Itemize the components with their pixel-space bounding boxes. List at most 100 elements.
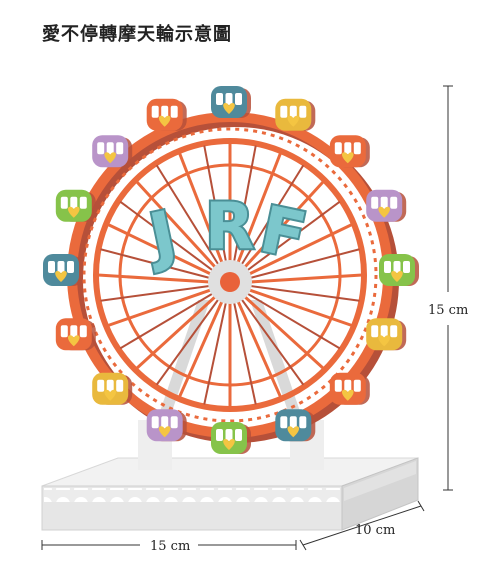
logo-letter-j: J: [140, 198, 183, 276]
rim-truss: [82, 127, 378, 423]
cabin-window: [57, 261, 65, 273]
spoke: [243, 180, 325, 269]
spoke: [100, 284, 211, 302]
cabin-window: [289, 416, 297, 429]
cabin: [366, 318, 407, 351]
depth-line: [302, 505, 422, 546]
cabin-window: [299, 416, 307, 429]
width-label: 15 cm: [150, 539, 190, 554]
spoke: [240, 298, 305, 386]
cabin-window: [353, 142, 361, 155]
cabin-heart: [287, 115, 300, 127]
cabin-heart: [55, 271, 67, 282]
cabin-window: [344, 379, 352, 392]
cabin: [55, 189, 96, 222]
cabin-window: [70, 325, 78, 338]
spoke: [232, 145, 257, 263]
cabin-window: [299, 105, 307, 118]
spoke: [249, 248, 360, 280]
cabin: [275, 409, 316, 442]
spoke: [249, 284, 360, 302]
spoke: [236, 152, 282, 265]
cabin: [146, 409, 187, 442]
cabin-window: [60, 196, 68, 209]
cabin: [146, 98, 187, 131]
cabin-window: [371, 325, 379, 338]
spoke: [246, 292, 341, 350]
spoke: [178, 152, 224, 265]
cabin-heart: [342, 152, 354, 164]
cabin: [329, 135, 370, 168]
spoke: [247, 223, 353, 276]
dimension-depth: 10 cm: [299, 500, 425, 551]
spoke: [155, 298, 220, 386]
cabin-window: [235, 93, 242, 105]
rim-inner: [93, 138, 367, 412]
logo-letter-r: R: [205, 190, 254, 264]
cabin-window: [390, 325, 398, 338]
spoke: [119, 200, 214, 272]
cabin-window: [106, 379, 114, 392]
spoke: [232, 301, 257, 405]
cabin-heart: [378, 206, 390, 218]
depth-tick-end: [417, 500, 425, 512]
cabin-window: [161, 105, 169, 118]
cabin-window: [161, 416, 169, 429]
cabin-heart: [158, 115, 171, 127]
depth-label: 10 cm: [355, 523, 395, 538]
cabin-window: [344, 142, 352, 155]
cabin-window: [289, 105, 297, 118]
cabin-heart: [104, 152, 116, 164]
cabin: [379, 254, 419, 286]
cabin-window: [334, 379, 342, 392]
cabin-window: [60, 325, 68, 338]
cabin-window: [403, 261, 410, 273]
cabin-window: [371, 196, 379, 209]
cabin: [275, 98, 316, 131]
spoke: [249, 273, 363, 284]
cabin-window: [48, 261, 55, 273]
cabin: [43, 254, 83, 286]
cabins: [43, 86, 419, 454]
cabin-window: [390, 196, 398, 209]
cabin-window: [116, 379, 124, 392]
cabin-window: [106, 142, 114, 155]
dimension-width: 15 cm: [41, 539, 297, 554]
cabin-window: [393, 261, 401, 273]
cabin-heart: [158, 426, 171, 438]
cabin-heart: [287, 426, 300, 438]
cabin: [211, 86, 251, 118]
logo-letter-f: F: [254, 193, 312, 274]
cabin: [55, 318, 96, 351]
cabin-window: [79, 325, 87, 338]
cabin-heart: [223, 439, 235, 450]
cabin-window: [151, 105, 159, 118]
height-label: 15 cm: [428, 303, 468, 318]
cabin-window: [216, 93, 223, 105]
cabin-window: [225, 429, 233, 441]
cabin-window: [334, 142, 342, 155]
spoke: [97, 273, 211, 284]
cabin-window: [79, 196, 87, 209]
cabin-window: [380, 196, 388, 209]
page-title: 愛不停轉摩天輪示意圖: [42, 24, 232, 45]
cabin-window: [97, 379, 105, 392]
cabin-heart: [342, 389, 354, 401]
cabin-window: [97, 142, 105, 155]
spoke: [107, 288, 213, 327]
spoke: [247, 288, 353, 327]
cabin-window: [280, 105, 288, 118]
spoke: [236, 299, 282, 398]
cabin-heart: [104, 389, 116, 401]
cabin-window: [116, 142, 124, 155]
hub: [220, 272, 240, 292]
cabin-window: [353, 379, 361, 392]
spoke: [135, 295, 217, 370]
spoke: [203, 301, 228, 405]
cabin-window: [151, 416, 159, 429]
cabin-window: [67, 261, 74, 273]
spoke: [203, 145, 228, 263]
spoke: [100, 248, 211, 280]
spoke: [107, 223, 213, 276]
